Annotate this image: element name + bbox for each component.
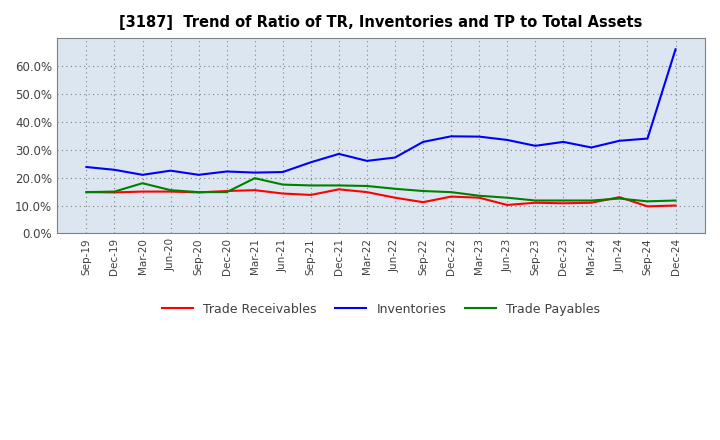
- Inventories: [279, 169, 287, 175]
- Inventories: [307, 160, 315, 165]
- Trade Payables: [531, 198, 539, 203]
- Inventories: [335, 151, 343, 157]
- Trade Payables: [138, 180, 147, 186]
- Trade Payables: [110, 189, 119, 194]
- Trade Payables: [251, 176, 259, 181]
- Trade Payables: [559, 198, 567, 203]
- Trade Receivables: [643, 204, 652, 209]
- Trade Receivables: [222, 188, 231, 194]
- Line: Trade Payables: Trade Payables: [86, 178, 675, 202]
- Trade Payables: [419, 188, 428, 194]
- Trade Payables: [335, 183, 343, 188]
- Inventories: [251, 170, 259, 175]
- Trade Payables: [587, 198, 595, 203]
- Inventories: [363, 158, 372, 164]
- Trade Payables: [82, 190, 91, 195]
- Trade Payables: [475, 193, 484, 198]
- Trade Receivables: [110, 190, 119, 195]
- Inventories: [82, 165, 91, 170]
- Trade Receivables: [503, 202, 511, 208]
- Trade Payables: [615, 196, 624, 201]
- Inventories: [391, 155, 400, 160]
- Inventories: [194, 172, 203, 177]
- Title: [3187]  Trend of Ratio of TR, Inventories and TP to Total Assets: [3187] Trend of Ratio of TR, Inventories…: [120, 15, 643, 30]
- Trade Receivables: [615, 194, 624, 200]
- Line: Inventories: Inventories: [86, 49, 675, 175]
- Trade Receivables: [671, 203, 680, 208]
- Trade Receivables: [419, 199, 428, 205]
- Inventories: [615, 138, 624, 143]
- Trade Receivables: [194, 190, 203, 195]
- Line: Trade Receivables: Trade Receivables: [86, 189, 675, 206]
- Trade Receivables: [279, 191, 287, 196]
- Trade Receivables: [166, 189, 175, 194]
- Trade Payables: [671, 198, 680, 203]
- Trade Payables: [363, 183, 372, 189]
- Trade Receivables: [475, 195, 484, 200]
- Trade Payables: [391, 186, 400, 191]
- Inventories: [643, 136, 652, 141]
- Inventories: [222, 169, 231, 174]
- Trade Payables: [194, 190, 203, 195]
- Trade Payables: [503, 195, 511, 200]
- Inventories: [447, 134, 456, 139]
- Trade Receivables: [307, 192, 315, 198]
- Inventories: [559, 139, 567, 145]
- Inventories: [671, 47, 680, 52]
- Trade Payables: [447, 190, 456, 195]
- Trade Payables: [279, 182, 287, 187]
- Trade Receivables: [559, 201, 567, 206]
- Trade Receivables: [587, 200, 595, 205]
- Inventories: [419, 139, 428, 145]
- Trade Receivables: [251, 187, 259, 193]
- Trade Payables: [222, 190, 231, 195]
- Trade Payables: [166, 187, 175, 193]
- Inventories: [475, 134, 484, 139]
- Inventories: [503, 137, 511, 143]
- Trade Receivables: [335, 187, 343, 192]
- Trade Receivables: [531, 200, 539, 205]
- Inventories: [138, 172, 147, 177]
- Legend: Trade Receivables, Inventories, Trade Payables: Trade Receivables, Inventories, Trade Pa…: [157, 298, 606, 321]
- Trade Receivables: [138, 189, 147, 194]
- Inventories: [110, 167, 119, 172]
- Trade Receivables: [363, 190, 372, 195]
- Trade Receivables: [447, 194, 456, 199]
- Inventories: [531, 143, 539, 148]
- Inventories: [587, 145, 595, 150]
- Inventories: [166, 168, 175, 173]
- Trade Receivables: [82, 190, 91, 195]
- Trade Payables: [643, 199, 652, 204]
- Trade Receivables: [391, 195, 400, 200]
- Trade Payables: [307, 183, 315, 188]
